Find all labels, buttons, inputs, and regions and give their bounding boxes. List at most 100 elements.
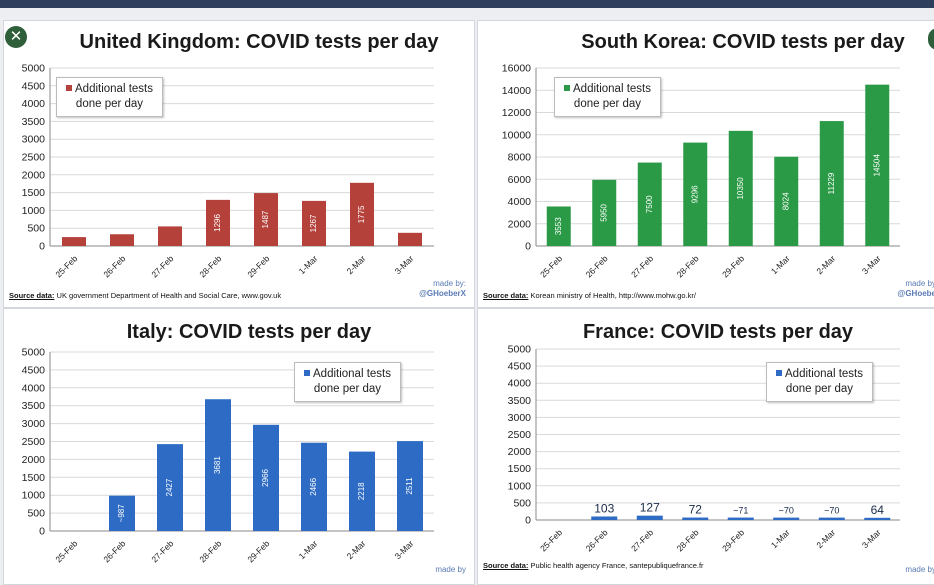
uk-legend-line-1: Additional tests — [75, 83, 153, 95]
kr-made-by-handle: @GHoebe — [897, 289, 934, 298]
fr-y-tick-label: 3000 — [508, 412, 532, 424]
fr-y-tick-label: 4500 — [508, 361, 532, 373]
kr-value-label: 11229 — [827, 172, 836, 194]
kr-chart-panel: 0 2000 4000 6000 8000 10000 12000 14000 16000 355… — [477, 20, 934, 308]
it-y-tick-label: 0 — [39, 526, 45, 538]
kr-x-tick-label: 3-Mar — [860, 253, 883, 276]
it-value-label: ~987 — [117, 504, 126, 523]
kr-value-label: 9296 — [690, 185, 699, 203]
it-legend-line-1: Additional tests — [313, 368, 391, 380]
fr-value-label: ~70 — [824, 506, 839, 516]
kr-x-tick-label: 26-Feb — [584, 253, 610, 279]
it-y-tick-label: 2500 — [22, 436, 46, 448]
uk-made-by-handle: @GHoeberX — [419, 289, 466, 298]
fr-y-tick-label: 1000 — [508, 480, 532, 492]
it-value-label: 2511 — [405, 477, 414, 495]
kr-value-label: 14504 — [872, 154, 881, 177]
uk-y-tick-label: 1000 — [22, 205, 46, 217]
it-value-label: 2466 — [309, 477, 318, 495]
kr-chart-svg: 0 2000 4000 6000 8000 10000 12000 14000 16000 355… — [502, 63, 900, 279]
it-value-label: 3681 — [213, 456, 222, 474]
fr-x-tick-label: 26-Feb — [584, 527, 610, 553]
uk-x-tick-label: 2-Mar — [345, 253, 368, 276]
it-x-tick-label: 28-Feb — [197, 538, 223, 564]
uk-y-tick-label: 3000 — [22, 134, 46, 146]
kr-y-tick-label: 2000 — [508, 218, 532, 230]
uk-y-tick-label: 2000 — [22, 169, 46, 181]
uk-x-tick-label: 28-Feb — [197, 253, 223, 279]
uk-bar — [398, 232, 422, 246]
it-y-tick-label: 3000 — [22, 418, 46, 430]
kr-y-tick-label: 14000 — [502, 85, 531, 97]
uk-chart-svg: 0 500 1000 1500 2000 2500 3000 3500 4000 4500 5000… — [22, 63, 434, 279]
uk-x-tick-label: 3-Mar — [393, 253, 416, 276]
kr-x-tick-label: 28-Feb — [675, 253, 701, 279]
kr-bar — [865, 84, 890, 246]
it-bar — [349, 451, 375, 531]
fr-source-label: Source data: — [483, 561, 529, 570]
fr-y-tick-label: 2000 — [508, 446, 532, 458]
it-y-tick-label: 4000 — [22, 382, 46, 394]
fr-value-label: ~70 — [779, 506, 794, 516]
kr-value-label: 10350 — [736, 177, 745, 200]
it-x-tick-label: 29-Feb — [245, 538, 271, 564]
uk-y-tick-label: 500 — [27, 223, 45, 235]
kr-y-tick-label: 0 — [525, 241, 531, 253]
it-bar — [301, 442, 327, 531]
uk-x-tick-label: 26-Feb — [101, 253, 127, 279]
kr-made-by: made by @GHoebe — [898, 279, 934, 299]
uk-legend: Additional tests done per day — [56, 77, 163, 117]
fr-chart-panel: 0 500 1000 1500 2000 2500 3000 3500 4000 4500 5000… — [477, 308, 934, 585]
uk-bar — [110, 234, 134, 246]
it-x-tick-label: 3-Mar — [393, 538, 416, 561]
uk-chart-panel: 0 500 1000 1500 2000 2500 3000 3500 4000 4500 5000… — [3, 20, 475, 308]
fr-legend: Additional tests done per day — [766, 362, 873, 402]
uk-y-tick-label: 3500 — [22, 116, 46, 128]
kr-x-tick-label: 27-Feb — [629, 253, 655, 279]
it-made-by-label: made by — [435, 565, 466, 574]
fr-source-text: Public health agency France, santepubliq… — [528, 561, 704, 570]
fr-legend-line-2: done per day — [785, 383, 854, 395]
fr-y-tick-label: 5000 — [508, 344, 532, 356]
it-chart-svg: 0 500 1000 1500 2000 2500 3000 3500 4000 4500 5000… — [22, 347, 434, 564]
fr-x-tick-label: 29-Feb — [720, 527, 746, 553]
it-chart-panel: 0 500 1000 1500 2000 2500 3000 3500 4000 4500 5000… — [3, 308, 475, 585]
fr-x-tick-label: 3-Mar — [860, 527, 883, 550]
kr-source: Source data: Korean ministry of Health, … — [483, 291, 696, 300]
fr-legend-swatch — [776, 370, 782, 376]
kr-made-by-label: made by — [905, 279, 934, 288]
it-y-tick-label: 1000 — [22, 490, 46, 502]
it-x-tick-label: 26-Feb — [101, 538, 127, 564]
fr-y-tick-label: 3500 — [508, 395, 532, 407]
kr-bar — [546, 206, 571, 246]
kr-value-label: 8024 — [781, 192, 790, 210]
it-value-label: 2966 — [261, 468, 270, 486]
it-legend-line-2: done per day — [313, 383, 382, 395]
kr-source-text: Korean ministry of Health, http://www.mo… — [528, 291, 697, 300]
close-icon[interactable]: ✕ — [5, 26, 27, 48]
kr-bar — [819, 121, 844, 246]
fr-x-tick-label: 28-Feb — [675, 527, 701, 553]
kr-x-tick-label: 25-Feb — [538, 253, 564, 279]
it-bar — [157, 444, 183, 531]
kr-x-tick-label: 2-Mar — [814, 253, 837, 276]
it-value-label: 2218 — [357, 482, 366, 500]
fr-source: Source data: Public health agency France… — [483, 561, 704, 570]
fr-bar — [591, 516, 618, 520]
top-bar — [0, 0, 934, 8]
uk-bar — [158, 226, 182, 246]
fr-value-label: 127 — [640, 501, 660, 515]
fr-value-label: ~71 — [733, 506, 748, 516]
uk-value-label: 1487 — [261, 210, 270, 228]
it-x-tick-label: 2-Mar — [345, 538, 368, 561]
uk-made-by: made by: @GHoeberX — [419, 279, 466, 299]
kr-bar — [774, 156, 799, 246]
kr-x-tick-label: 1-Mar — [769, 253, 792, 276]
fr-bar — [727, 517, 754, 520]
uk-x-tick-label: 27-Feb — [149, 253, 175, 279]
uk-source-text: UK government Department of Health and S… — [54, 291, 282, 300]
fr-chart-title: France: COVID tests per day — [582, 321, 854, 343]
it-value-label: 2427 — [165, 478, 174, 496]
uk-bar — [206, 199, 230, 246]
side-icon[interactable] — [928, 28, 934, 50]
